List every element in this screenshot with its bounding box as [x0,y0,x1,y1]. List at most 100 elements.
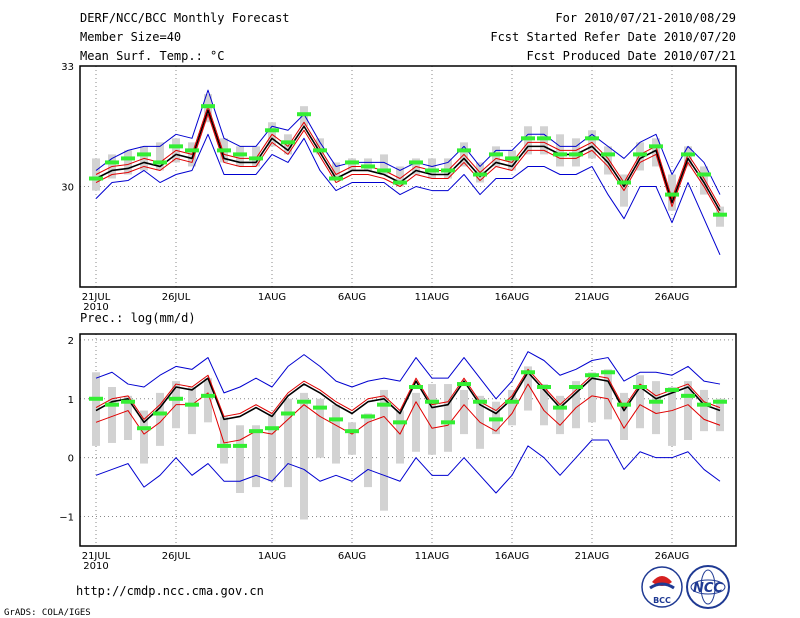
series-line-upper-spread [95,105,721,207]
member-range-box [332,404,340,464]
precip-title: Prec.: log(mm/d) [80,311,196,325]
bcc-logo: BCC [641,566,683,608]
median-marker [249,156,263,161]
member-range-box [508,389,516,426]
member-range-box [268,413,276,482]
member-range-box [188,387,196,435]
source-url[interactable]: http://cmdp.ncc.cma.gov.cn [76,584,264,598]
variable-label: Mean Surf. Temp.: °C [80,49,225,63]
x-tick-label: 21AUG [575,551,610,562]
grads-credit: GrADS: COLA/IGES [4,608,91,618]
median-marker [505,156,519,161]
series-line-lower-spread [95,113,721,215]
member-range-box [652,381,660,435]
median-marker [569,385,583,389]
member-range-box [428,158,436,179]
median-marker [233,152,247,157]
x-tick-label: 26JUL [162,292,191,303]
median-marker [377,168,391,173]
median-marker [377,402,391,407]
median-marker [521,136,535,141]
member-range-box [220,416,228,464]
x-tick-label: 6AUG [338,551,366,562]
median-marker [329,417,343,422]
panel-frame [79,65,737,288]
median-marker [185,148,199,153]
member-range-box [412,392,420,452]
x-tick-label: 1AUG [258,551,286,562]
median-marker [505,399,519,404]
x-tick-label: 26AUG [655,292,690,303]
member-range-box [540,384,548,426]
refer-date: Fcst Started Refer Date 2010/07/20 [490,30,736,44]
member-range-box [364,158,372,171]
member-range-box [588,130,596,159]
median-marker [713,399,727,404]
median-marker [169,396,183,401]
median-marker [697,172,711,177]
member-range-box [348,158,356,171]
member-range-box [636,142,644,171]
member-range-box [332,162,340,179]
median-marker [89,176,103,181]
median-marker [393,180,407,185]
median-marker [681,393,695,398]
median-marker [313,148,327,153]
x-tick-label: 21JUL [82,292,111,303]
median-marker [473,399,487,404]
member-range-box [524,366,532,411]
x-tick-label: 26AUG [655,551,690,562]
median-marker [441,420,455,425]
member-range-box [380,154,388,175]
median-marker [425,168,439,173]
member-range-box [124,150,132,175]
precipitation-panel: 21JUL 26JUL 1AUG 6AUG 11AUG 16AUG 21AUG 26AUG20… [59,333,737,572]
median-marker [345,160,359,165]
member-size: Member Size=40 [80,30,181,44]
median-marker [489,417,503,422]
member-range-box [428,384,436,455]
median-marker [649,144,663,149]
member-range-box [92,372,100,446]
member-range-box [140,410,148,464]
median-marker [393,420,407,425]
member-range-box [684,381,692,440]
series-line-maximum [95,351,721,400]
median-marker [281,140,295,145]
member-range-box [668,387,676,446]
median-marker [153,160,167,165]
x-tick-label: 21AUG [575,292,610,303]
median-marker [137,426,151,431]
y-tick-label: −1 [59,513,74,524]
x-year-label: 2010 [83,302,108,313]
ncc-logo: NCC [686,565,730,609]
median-marker [633,152,647,157]
member-range-box [284,398,292,488]
median-marker [137,152,151,157]
panel-frame [79,333,737,547]
temperature-panel: 21JUL 26JUL 1AUG 6AUG 11AUG 16AUG 21AUG 26AUG 20… [61,62,737,313]
median-marker [217,443,231,448]
y-tick-label: 2 [68,336,74,347]
median-marker [585,373,599,378]
y-tick-label: 0 [68,454,74,465]
series-line-ensemble-mean [95,371,721,424]
median-marker [169,144,183,149]
median-marker [233,443,247,448]
median-marker [217,148,231,153]
median-marker [345,429,359,434]
median-marker [489,152,503,157]
member-range-box [380,389,388,511]
median-marker [329,176,343,181]
median-marker [201,104,215,109]
member-range-box [316,138,324,155]
member-range-box [156,142,164,171]
member-range-box [508,150,516,171]
x-tick-label: 11AUG [415,292,450,303]
median-marker [457,382,471,387]
member-range-box [444,384,452,452]
median-marker [713,212,727,217]
member-range-box [524,126,532,155]
member-range-box [700,389,708,432]
x-tick-label: 26JUL [162,551,191,562]
